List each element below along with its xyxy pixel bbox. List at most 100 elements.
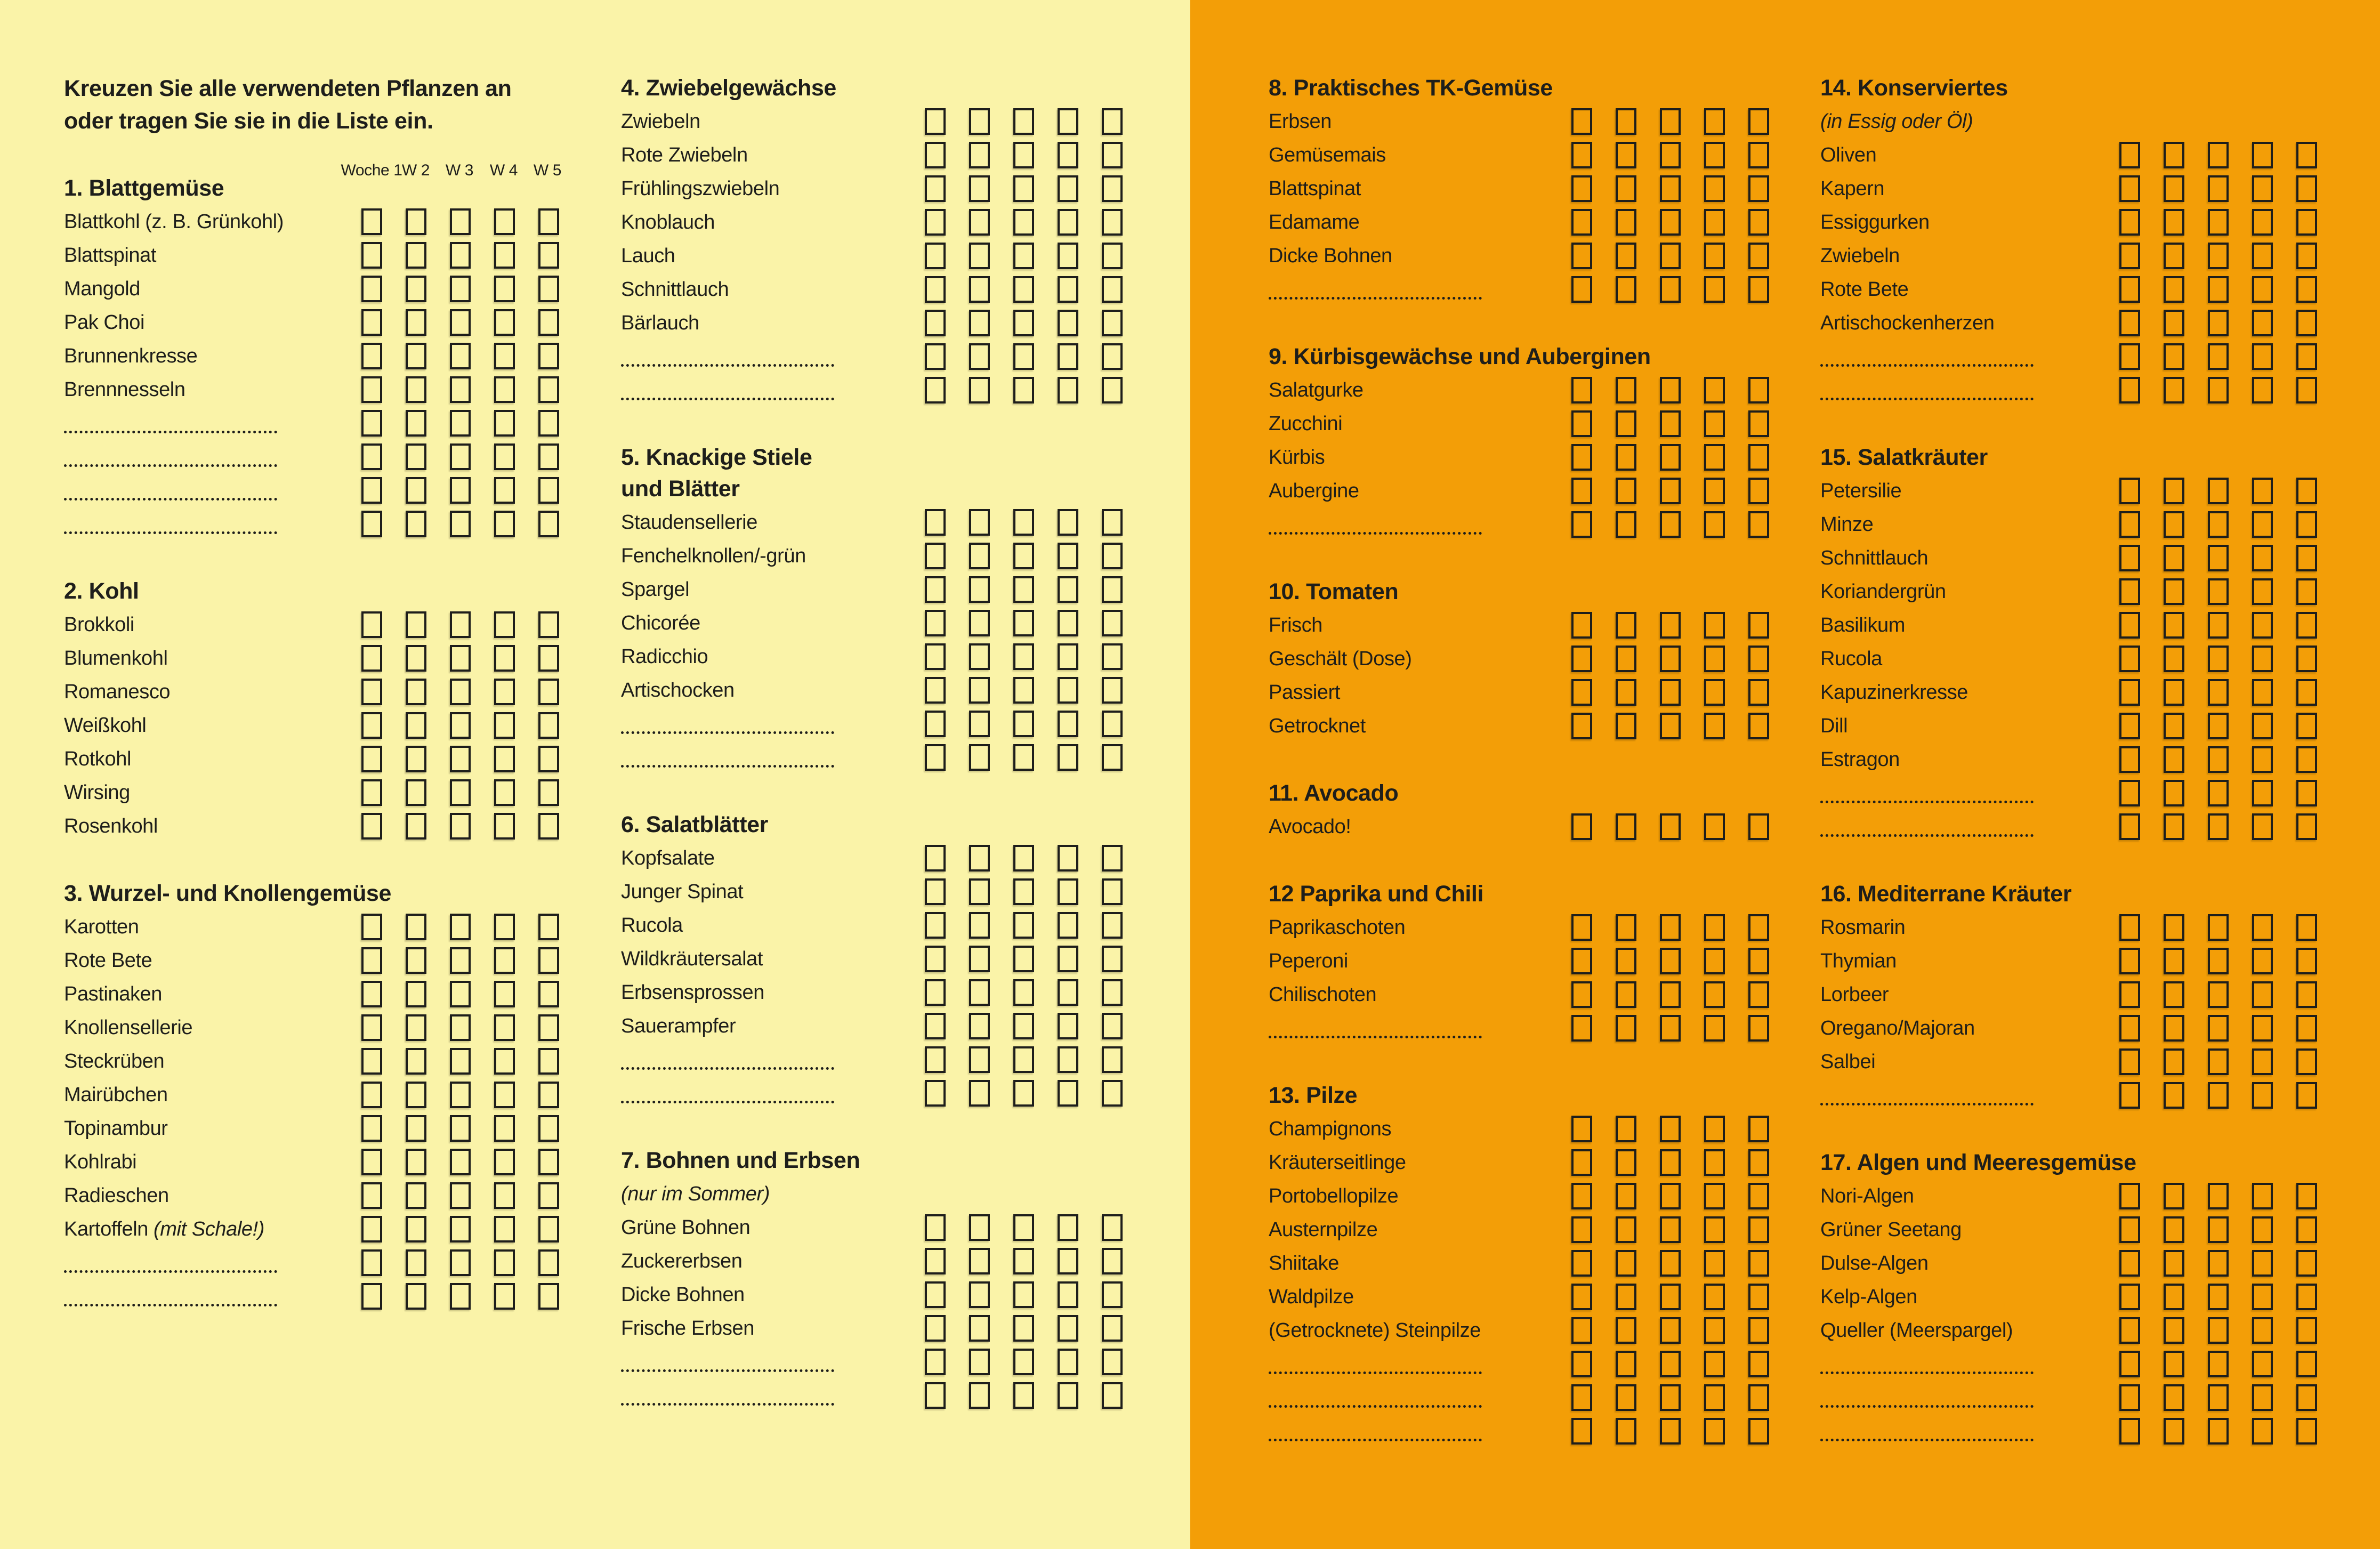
week-5-checkbox[interactable]	[1102, 610, 1123, 636]
week-4-checkbox[interactable]	[1058, 310, 1078, 336]
week-4-checkbox[interactable]	[494, 1249, 515, 1276]
week-1-checkbox[interactable]	[2119, 746, 2140, 773]
week-3-checkbox[interactable]	[2208, 1048, 2229, 1075]
week-5-checkbox[interactable]	[2296, 1284, 2317, 1310]
week-5-checkbox[interactable]	[1102, 643, 1123, 670]
week-3-checkbox[interactable]	[2208, 981, 2229, 1008]
week-2-checkbox[interactable]	[406, 1115, 426, 1142]
week-3-checkbox[interactable]	[1660, 713, 1681, 739]
week-3-checkbox[interactable]	[1660, 679, 1681, 706]
week-5-checkbox[interactable]	[538, 779, 559, 806]
week-4-checkbox[interactable]	[494, 477, 515, 504]
week-5-checkbox[interactable]	[1748, 1149, 1769, 1176]
week-5-checkbox[interactable]	[538, 1149, 559, 1175]
week-5-checkbox[interactable]	[538, 1014, 559, 1041]
week-2-checkbox[interactable]	[2164, 209, 2184, 236]
week-2-checkbox[interactable]	[969, 979, 990, 1006]
week-2-checkbox[interactable]	[969, 1013, 990, 1039]
week-3-checkbox[interactable]	[450, 309, 471, 336]
week-5-checkbox[interactable]	[2296, 612, 2317, 639]
week-1-checkbox[interactable]	[1571, 478, 1592, 504]
week-1-checkbox[interactable]	[1571, 511, 1592, 538]
week-2-checkbox[interactable]	[1616, 243, 1636, 269]
week-1-checkbox[interactable]	[361, 1048, 382, 1075]
week-3-checkbox[interactable]	[1013, 1214, 1034, 1241]
write-in-line[interactable]	[621, 398, 834, 400]
week-2-checkbox[interactable]	[2164, 175, 2184, 202]
week-2-checkbox[interactable]	[1616, 1384, 1636, 1411]
write-in-line[interactable]	[621, 1067, 834, 1070]
week-3-checkbox[interactable]	[450, 611, 471, 638]
week-4-checkbox[interactable]	[1704, 444, 1725, 471]
week-5-checkbox[interactable]	[1748, 209, 1769, 236]
week-5-checkbox[interactable]	[1102, 377, 1123, 404]
week-5-checkbox[interactable]	[538, 1048, 559, 1075]
week-5-checkbox[interactable]	[1102, 243, 1123, 269]
week-5-checkbox[interactable]	[1748, 1384, 1769, 1411]
week-4-checkbox[interactable]	[1058, 543, 1078, 569]
week-4-checkbox[interactable]	[1704, 948, 1725, 974]
week-4-checkbox[interactable]	[2252, 1048, 2273, 1075]
week-2-checkbox[interactable]	[406, 1048, 426, 1075]
week-5-checkbox[interactable]	[1748, 478, 1769, 504]
week-4-checkbox[interactable]	[2252, 142, 2273, 168]
week-3-checkbox[interactable]	[1660, 914, 1681, 941]
write-in-line[interactable]	[1820, 1405, 2034, 1408]
week-1-checkbox[interactable]	[361, 1014, 382, 1041]
week-2-checkbox[interactable]	[2164, 578, 2184, 605]
week-5-checkbox[interactable]	[1102, 576, 1123, 603]
week-5-checkbox[interactable]	[1748, 1351, 1769, 1377]
week-2-checkbox[interactable]	[2164, 343, 2184, 370]
week-2-checkbox[interactable]	[2164, 310, 2184, 336]
week-1-checkbox[interactable]	[925, 509, 946, 536]
week-2-checkbox[interactable]	[1616, 1216, 1636, 1243]
week-2-checkbox[interactable]	[1616, 108, 1636, 135]
week-1-checkbox[interactable]	[1571, 1149, 1592, 1176]
week-3-checkbox[interactable]	[1660, 1317, 1681, 1344]
week-2-checkbox[interactable]	[2164, 813, 2184, 840]
week-1-checkbox[interactable]	[1571, 209, 1592, 236]
week-5-checkbox[interactable]	[1102, 744, 1123, 771]
week-1-checkbox[interactable]	[1571, 1116, 1592, 1142]
week-5-checkbox[interactable]	[1748, 1216, 1769, 1243]
week-4-checkbox[interactable]	[1704, 478, 1725, 504]
week-2-checkbox[interactable]	[406, 1082, 426, 1108]
week-3-checkbox[interactable]	[450, 343, 471, 369]
week-2-checkbox[interactable]	[2164, 1351, 2184, 1377]
week-5-checkbox[interactable]	[1748, 377, 1769, 404]
week-4-checkbox[interactable]	[494, 712, 515, 739]
week-1-checkbox[interactable]	[925, 677, 946, 704]
week-4-checkbox[interactable]	[1058, 377, 1078, 404]
week-2-checkbox[interactable]	[969, 1248, 990, 1274]
week-4-checkbox[interactable]	[494, 410, 515, 437]
week-3-checkbox[interactable]	[1660, 1351, 1681, 1377]
week-5-checkbox[interactable]	[2296, 276, 2317, 303]
week-3-checkbox[interactable]	[1660, 813, 1681, 840]
week-2-checkbox[interactable]	[2164, 948, 2184, 974]
week-4-checkbox[interactable]	[1058, 175, 1078, 202]
week-1-checkbox[interactable]	[361, 1115, 382, 1142]
week-1-checkbox[interactable]	[2119, 276, 2140, 303]
week-2-checkbox[interactable]	[2164, 713, 2184, 739]
week-5-checkbox[interactable]	[538, 813, 559, 840]
week-4-checkbox[interactable]	[1058, 744, 1078, 771]
week-5-checkbox[interactable]	[2296, 914, 2317, 941]
week-3-checkbox[interactable]	[1013, 175, 1034, 202]
week-4-checkbox[interactable]	[1704, 108, 1725, 135]
week-1-checkbox[interactable]	[2119, 679, 2140, 706]
week-1-checkbox[interactable]	[361, 981, 382, 1007]
week-4-checkbox[interactable]	[2252, 511, 2273, 538]
week-5-checkbox[interactable]	[2296, 1216, 2317, 1243]
week-3-checkbox[interactable]	[2208, 1183, 2229, 1209]
week-4-checkbox[interactable]	[2252, 1183, 2273, 1209]
week-3-checkbox[interactable]	[2208, 276, 2229, 303]
week-2-checkbox[interactable]	[2164, 1418, 2184, 1445]
week-3-checkbox[interactable]	[1660, 108, 1681, 135]
week-4-checkbox[interactable]	[494, 1216, 515, 1243]
week-3-checkbox[interactable]	[1013, 377, 1034, 404]
week-4-checkbox[interactable]	[1058, 1281, 1078, 1308]
week-5-checkbox[interactable]	[1102, 677, 1123, 704]
week-1-checkbox[interactable]	[925, 946, 946, 972]
week-3-checkbox[interactable]	[1013, 343, 1034, 370]
week-2-checkbox[interactable]	[406, 208, 426, 235]
